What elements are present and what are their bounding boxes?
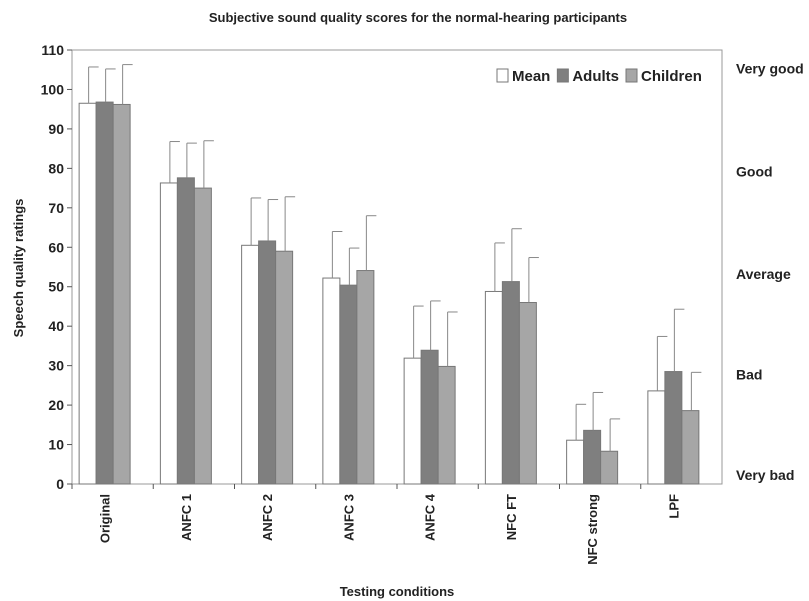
bar-mean	[647, 390, 666, 485]
y-tick-label: 100	[41, 81, 65, 97]
y-tick-label: 30	[48, 358, 64, 374]
x-tick-label: Original	[98, 494, 113, 543]
legend-label: Adults	[572, 68, 619, 85]
bar-adults	[258, 240, 277, 485]
x-axis-title: Testing conditions	[340, 584, 455, 599]
y-tick-label: 10	[48, 437, 64, 453]
y-tick-label: 60	[48, 239, 64, 255]
x-tick-label: ANFC 4	[423, 493, 438, 541]
bar-mean	[241, 244, 260, 485]
legend-label: Mean	[512, 68, 550, 85]
bar-mean	[566, 439, 585, 485]
y-axis-title: Speech quality ratings	[11, 199, 26, 338]
bar-adults	[176, 177, 195, 485]
bar-mean	[159, 182, 178, 485]
bar-adults	[664, 371, 683, 485]
y-tick-label: 0	[56, 476, 64, 492]
bar-children	[600, 450, 619, 485]
bar-adults	[95, 101, 114, 485]
right-quality-label: Good	[736, 163, 773, 179]
chart-title: Subjective sound quality scores for the …	[209, 10, 627, 25]
bar-children	[518, 302, 537, 485]
x-axis: Original ANFC 1 ANFC 2 ANFC 3 ANFC 4 NFC FT NF…	[71, 484, 681, 565]
legend-swatch-mean	[496, 68, 509, 83]
right-quality-label: Average	[736, 266, 791, 282]
y-tick-label: 50	[48, 279, 64, 295]
bar-adults	[420, 349, 439, 485]
bar-children	[112, 103, 131, 485]
y-tick-label: 90	[48, 121, 64, 137]
bar-children	[437, 365, 456, 485]
legend-label: Children	[641, 68, 702, 85]
y-tick-label: 80	[48, 160, 64, 176]
bar-adults	[583, 429, 602, 485]
x-tick-label: ANFC 1	[179, 494, 194, 541]
y-tick-label: 110	[41, 42, 64, 58]
right-quality-label: Very good	[736, 61, 804, 77]
y-axis: 0 10 20 30 40 50 60 70 80 90 100 110	[41, 42, 72, 492]
bar-children	[356, 270, 375, 485]
bar-mean	[322, 277, 341, 485]
x-tick-label: LPF	[666, 494, 681, 519]
legend-swatch-children	[625, 68, 638, 83]
bar-mean	[403, 357, 422, 485]
bar-children	[681, 410, 700, 485]
bar-children	[275, 250, 294, 485]
x-tick-label: NFC strong	[585, 494, 600, 565]
x-tick-label: ANFC 3	[341, 494, 356, 541]
right-axis-quality-labels: Very good Good Average Bad Very bad	[736, 61, 804, 483]
y-tick-label: 40	[48, 318, 64, 334]
bar-children	[193, 187, 212, 485]
x-tick-label: ANFC 2	[260, 494, 275, 541]
y-tick-label: 20	[48, 397, 64, 413]
right-quality-label: Very bad	[736, 467, 794, 483]
right-quality-label: Bad	[736, 366, 762, 382]
y-tick-label: 70	[48, 200, 64, 216]
legend: Mean Adults Children	[496, 68, 702, 85]
bar-mean	[484, 290, 503, 485]
bar-adults	[501, 281, 520, 485]
bar-adults	[339, 284, 358, 485]
bars	[78, 64, 702, 485]
bar-mean	[78, 102, 97, 485]
legend-swatch-adults	[556, 68, 569, 83]
x-tick-label: NFC FT	[504, 494, 519, 540]
